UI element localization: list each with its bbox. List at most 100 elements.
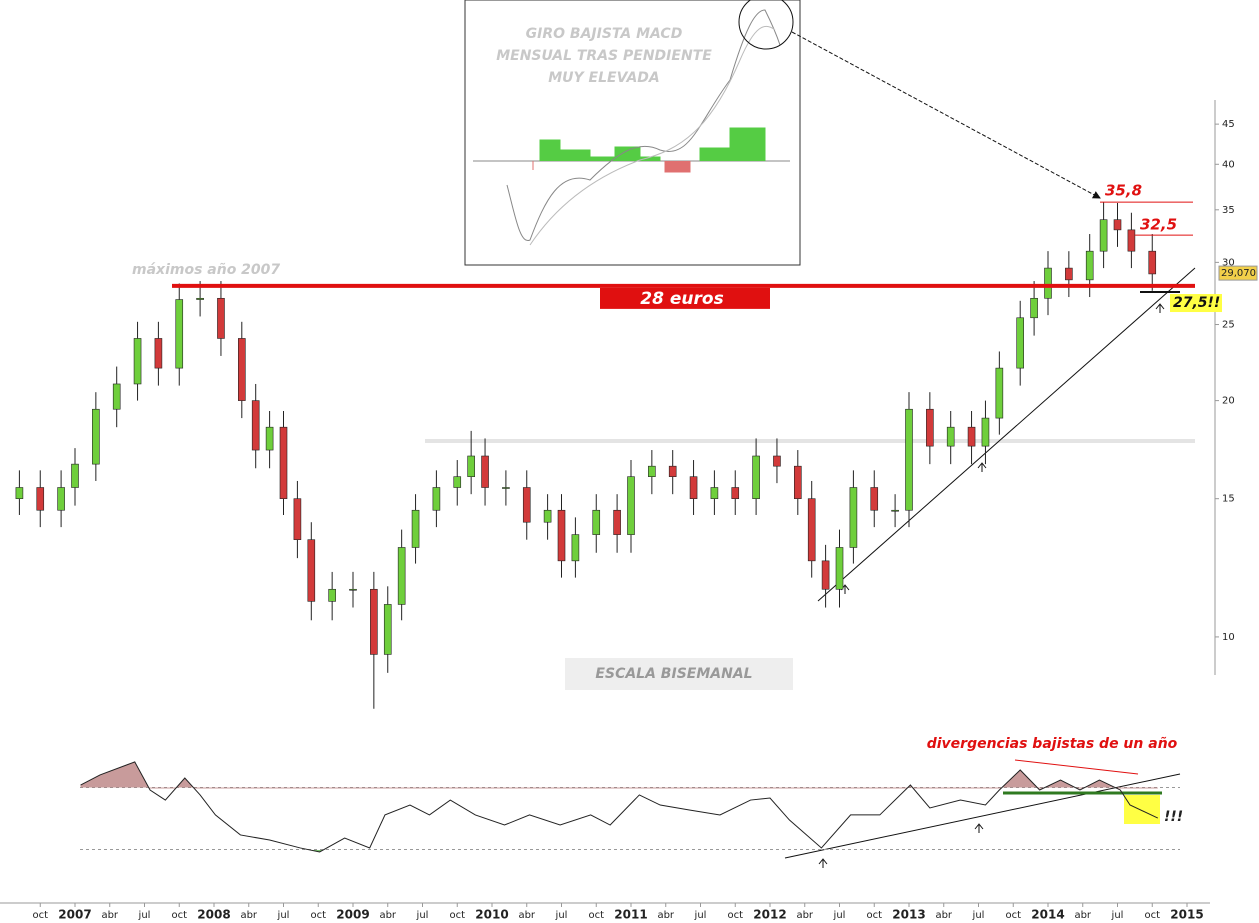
candle-body — [251, 400, 260, 451]
inset-text: MENSUAL TRAS PENDIENTE — [496, 48, 712, 64]
candle-body — [689, 476, 698, 499]
candle-body — [1148, 250, 1157, 275]
inset-macd — [506, 9, 781, 241]
x-tick-label: oct — [866, 910, 882, 921]
inset-text: GIRO BAJISTA MACD — [526, 26, 683, 42]
x-tick-label: jul — [138, 910, 151, 921]
x-year-label: 2011 — [614, 908, 647, 922]
candle-body — [613, 509, 621, 535]
candle-body — [175, 299, 184, 369]
x-tick-label: jul — [833, 910, 846, 921]
x-year-label: 2014 — [1031, 908, 1064, 922]
candle-body — [773, 455, 781, 467]
x-tick-label: oct — [727, 910, 743, 921]
x-tick-label: abr — [935, 910, 952, 921]
candle-body — [648, 465, 656, 477]
x-tick-label: abr — [657, 910, 674, 921]
candle-body — [543, 509, 552, 523]
inset-circle — [738, 0, 794, 50]
candle-body — [502, 487, 510, 489]
x-tick-label: jul — [1111, 910, 1124, 921]
y-tick-label: 30 — [1222, 257, 1235, 268]
candle-body — [731, 487, 740, 499]
candle-body — [328, 588, 336, 602]
candle-body — [467, 455, 475, 477]
x-tick-label: abr — [240, 910, 257, 921]
candle-body — [835, 547, 844, 590]
x-tick-label: jul — [555, 910, 568, 921]
candle-body — [36, 487, 45, 511]
candle-body — [522, 487, 531, 523]
candle-body — [71, 463, 79, 488]
x-tick-label: jul — [277, 910, 290, 921]
candle-body — [112, 383, 121, 410]
x-tick-label: oct — [171, 910, 187, 921]
last-price-label: 29,070 — [1221, 268, 1256, 279]
x-tick-label: abr — [518, 910, 535, 921]
x-tick-label: jul — [972, 910, 985, 921]
trendline — [817, 267, 1196, 602]
alert-box — [1124, 795, 1160, 824]
candle-body — [1085, 250, 1094, 281]
candle-body — [397, 547, 406, 605]
inset-arrow — [791, 31, 1101, 199]
scale-label: ESCALA BISEMANAL — [595, 666, 752, 682]
level-label: 27,5!! — [1173, 295, 1220, 311]
osc-fill-high — [80, 761, 1158, 789]
candle-body — [307, 539, 316, 602]
x-tick-label: jul — [416, 910, 429, 921]
candle-body — [793, 465, 802, 499]
inset-histogram — [539, 127, 766, 161]
candle-body — [1127, 229, 1136, 252]
x-tick-label: abr — [796, 910, 813, 921]
level-label: 28 euros — [640, 289, 723, 309]
candle-body — [370, 588, 378, 655]
x-year-label: 2015 — [1170, 908, 1203, 922]
candle-body — [967, 426, 976, 447]
inset-histogram-neg — [532, 161, 691, 173]
x-tick-label: jul — [694, 910, 707, 921]
candle-body — [891, 509, 899, 512]
divergence-label: divergencias bajistas de un año — [927, 736, 1178, 752]
scale-box — [565, 658, 793, 690]
candle-body — [57, 487, 65, 511]
x-tick-label: oct — [32, 910, 48, 921]
candle-body — [1044, 267, 1052, 299]
alert-label: !!! — [1164, 809, 1183, 825]
candle-body — [946, 426, 955, 447]
x-year-label: 2012 — [753, 908, 786, 922]
candle-body — [92, 408, 100, 465]
candle-body — [432, 487, 441, 511]
candle-body — [238, 338, 246, 401]
x-tick-label: abr — [101, 910, 118, 921]
candle-body — [133, 338, 142, 385]
candle-body — [1030, 297, 1038, 319]
y-tick-label: 20 — [1222, 396, 1235, 407]
x-tick-label: oct — [588, 910, 604, 921]
candle-body — [217, 297, 225, 339]
candle-body — [592, 509, 601, 535]
candle-body — [453, 476, 462, 488]
candle-body — [752, 455, 760, 499]
candle-body — [849, 487, 858, 548]
last-price-box — [1218, 265, 1258, 281]
candle-body — [349, 588, 357, 591]
candle-body — [557, 509, 566, 562]
candle-body — [1113, 219, 1122, 231]
candle-body — [627, 476, 635, 535]
y-tick-label: 15 — [1222, 494, 1235, 505]
x-tick-label: oct — [449, 910, 465, 921]
y-tick-label: 25 — [1222, 320, 1235, 331]
x-tick-label: oct — [1005, 910, 1021, 921]
arrow-marks — [818, 823, 984, 868]
x-tick-label: oct — [1144, 910, 1160, 921]
x-tick-label: oct — [310, 910, 326, 921]
y-tick-label: 35 — [1222, 205, 1235, 216]
osc-line — [80, 761, 1159, 853]
candle-body — [981, 417, 990, 447]
arrow-marks — [840, 303, 1165, 594]
candle-body — [821, 560, 830, 590]
candle-body — [926, 408, 934, 447]
candle-body — [293, 498, 302, 540]
candle-body — [15, 487, 24, 499]
